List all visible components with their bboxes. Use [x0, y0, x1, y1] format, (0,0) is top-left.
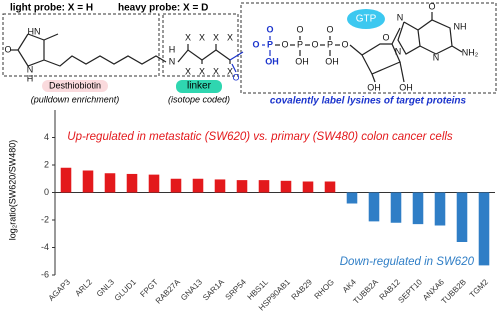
atom-label: X [199, 32, 205, 42]
atom-label: O [266, 24, 273, 34]
bar [346, 192, 358, 204]
atom-label: P [267, 39, 273, 49]
atom-label: X [199, 66, 205, 76]
x-tick-label: TUBB2A [352, 277, 381, 306]
atom-label: O [252, 39, 259, 49]
bar [148, 174, 160, 193]
atom-label: N [169, 56, 176, 66]
bar [60, 167, 72, 193]
annotation-down: Down-regulated in SW620 [340, 256, 475, 268]
atom-label: O [341, 39, 348, 49]
atom-label: N [395, 46, 402, 56]
atom-label: X [227, 32, 233, 42]
y-tick-label: -2 [41, 214, 49, 224]
x-tick-label: SRP54 [224, 277, 249, 302]
atom-label: H [169, 44, 176, 54]
bar [104, 173, 116, 193]
linker-box [162, 13, 239, 77]
atom-label: P [297, 39, 303, 49]
bonds [10, 12, 463, 83]
atom-label: N [433, 52, 440, 62]
atom-label: X [213, 66, 219, 76]
bar [258, 180, 270, 193]
atom-label: O [326, 24, 333, 34]
x-tick-label: RAB27A [154, 277, 183, 306]
gtp-box [240, 2, 497, 94]
bar [82, 170, 94, 193]
x-tick-label: SAR1A [201, 277, 226, 302]
bar [456, 192, 468, 242]
x-tick-label: GLUD1 [113, 277, 139, 303]
atom-label: OH [399, 82, 413, 92]
atom-label: N [27, 64, 34, 74]
atom-label: X [227, 66, 233, 76]
atom-label: O [296, 24, 303, 34]
x-tick-label: GNA13 [179, 277, 204, 302]
atom-label: P [327, 39, 333, 49]
atom-label: OH [325, 56, 339, 66]
x-tick-label: SEPT10 [396, 277, 424, 305]
linker-label: linker [187, 81, 212, 92]
atom-label: OH [295, 56, 309, 66]
x-tick-label: RHOG [313, 278, 336, 301]
bar [214, 179, 226, 193]
bar [368, 192, 380, 222]
x-tick-label: AK4 [341, 277, 358, 294]
y-tick-label: -6 [41, 269, 49, 279]
bar [434, 192, 446, 226]
atom-label: OH [265, 56, 279, 66]
atom-label: O [4, 44, 11, 54]
covalent-label: covalently label lysines of target prote… [270, 96, 467, 107]
bar [390, 192, 402, 223]
atom-label: X [185, 32, 191, 42]
atom-label: OH [367, 82, 381, 92]
y-axis-label: log₂ratio(SW620/SW480) [7, 140, 17, 241]
bar [302, 181, 314, 193]
bar [280, 180, 292, 193]
atom-label: NH [454, 21, 467, 31]
atom-label: O [281, 39, 288, 49]
y-tick-label: 0 [44, 187, 49, 197]
linker-badge [176, 80, 222, 93]
desthiobiotin-box [2, 13, 160, 77]
desthiobiotin-badge [42, 80, 108, 92]
atom-label: NH₂ [462, 47, 479, 57]
atom-label: N [397, 12, 404, 22]
light-probe: light probe: X = H [10, 3, 93, 14]
atom-label: O [311, 39, 318, 49]
desthiobiotin-label: Desthiobiotin [49, 80, 101, 90]
pulldown-label: (pulldown enrichment) [31, 94, 120, 104]
atom-label: HN [28, 26, 41, 36]
isotope-label: (isotope coded) [168, 94, 230, 104]
bar [412, 192, 424, 225]
atom-label: O [232, 72, 239, 82]
atom-label: H [27, 73, 34, 83]
y-tick-label: 4 [44, 132, 49, 142]
atom-label: O [428, 1, 435, 11]
heavy-probe: heavy probe: X = D [118, 3, 208, 14]
x-tick-label: ARL2 [73, 277, 94, 298]
gtp-label: GTP [356, 14, 377, 25]
x-tick-label: AGAP3 [47, 277, 73, 303]
atom-label: X [185, 66, 191, 76]
bar [170, 178, 182, 193]
atom-label: O [382, 32, 389, 42]
bar [478, 192, 490, 266]
chart: log₂ratio(SW620/SW480) -6 -4 -2 0 2 4 AGAP3 ARL… [7, 110, 495, 313]
atom-label: X [213, 32, 219, 42]
annotation-up: Up-regulated in metastatic (SW620) vs. p… [67, 131, 453, 143]
bar [324, 181, 336, 193]
x-tick-label: TGM2 [468, 277, 490, 299]
y-tick-label: -4 [41, 242, 49, 252]
bar [236, 180, 248, 193]
bar [192, 178, 204, 193]
x-tick-label: RAB29 [290, 277, 315, 302]
y-tick-label: 2 [44, 159, 49, 169]
gtp-badge [347, 9, 385, 29]
bar [126, 173, 138, 193]
